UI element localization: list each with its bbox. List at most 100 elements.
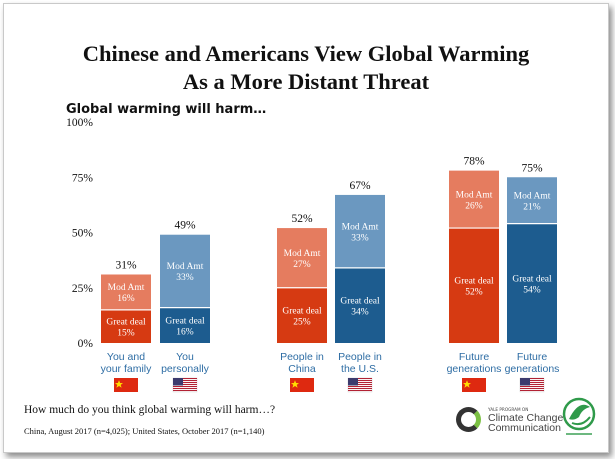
great-deal-label: Great deal [106,317,146,327]
bar-mod-amt [449,170,499,229]
title-line-1: Chinese and Americans View Global Warmin… [82,41,530,66]
y-tick-label: 25% [72,283,94,295]
y-tick-label: 100% [66,117,93,129]
us-flag-stripe [173,388,197,390]
category-label-line-1: Future [459,351,490,363]
category-label-line-1: People in [338,351,382,363]
bar-total-label: 52% [291,213,313,225]
yale-logo-text: Climate Change Communication [488,412,564,434]
mod-amt-label: Mod Amt [456,190,493,200]
china-flag-icon [462,378,486,392]
bar-great-deal [449,228,499,343]
us-flag-stripe [348,380,372,382]
bar-great-deal [101,309,151,343]
category-label-line-1: You and [107,351,145,363]
bar-mod-amt [160,234,210,308]
bar-total-label: 31% [115,259,137,271]
us-flag-stripe [173,378,197,380]
yale-logo-small-text: YALE PROGRAM ON [488,407,529,412]
yale-climate-logo: YALE PROGRAM ON Climate Change Communica… [456,405,563,437]
bar-great-deal [160,307,210,343]
bar-great-deal [507,223,557,343]
yale-logo-line-2: Communication [488,422,561,434]
great-deal-label: Great deal [165,316,205,326]
yale-ring-icon [456,407,481,432]
us-flag-stripe [173,384,197,386]
us-flag-stripe [348,390,372,392]
category-label-line-2: generations [505,363,560,375]
bar-total-label: 78% [463,156,485,168]
category-label-line-2: China [288,363,316,375]
category-label-line-2: your family [101,363,153,375]
category-label-line-2: personally [161,363,210,375]
us-flag-stripe [348,378,372,380]
bar-total-label: 49% [174,220,196,232]
mod-amt-value: 26% [465,201,483,211]
category-label-line-2: the U.S. [341,363,379,375]
mod-amt-value: 16% [117,294,135,304]
bar-total-label: 75% [521,162,543,174]
category-label-line-1: You [176,351,194,363]
great-deal-value: 15% [117,328,135,338]
y-tick-label: 75% [72,172,94,184]
bar-mod-amt [277,228,327,288]
category-label-line-1: People in [280,351,324,363]
mod-amt-value: 33% [351,233,369,243]
question-footnote: How much do you think global warming wil… [24,404,276,416]
bar-mod-amt [507,177,557,224]
china-flag-star [115,380,123,388]
bar-total-label: 67% [349,180,371,192]
us-flag-stripe [520,384,544,386]
yale-logo-line-1: Climate Change [488,412,564,424]
us-flag-stripe [348,384,372,386]
great-deal-value: 34% [351,307,369,317]
great-deal-value: 54% [523,285,541,295]
y-tick-label: 50% [72,228,94,240]
great-deal-value: 52% [465,288,483,298]
us-flag-stripe [520,382,544,384]
mod-amt-label: Mod Amt [514,191,551,201]
us-flag-stripe [173,380,197,382]
source-note: China, August 2017 (n=4,025); United Sta… [24,426,265,436]
us-flag-canton [348,378,358,386]
mod-amt-label: Mod Amt [108,283,145,293]
us-flag-stripe [348,388,372,390]
category-label-line-1: Future [517,351,548,363]
great-deal-value: 25% [293,317,311,327]
category-label-line-2: generations [447,363,502,375]
us-flag-stripe [520,378,544,380]
bar-great-deal [277,287,327,343]
china-flag-star [463,380,471,388]
mod-amt-label: Mod Amt [342,222,379,232]
chart-subtitle: Global warming will harm… [66,102,267,117]
us-flag-stripe [520,386,544,388]
china-flag-icon [114,378,138,392]
mod-amt-value: 21% [523,202,541,212]
china-center-logo-icon [562,397,596,435]
great-deal-label: Great deal [340,296,380,306]
bar-mod-amt [101,274,151,310]
great-deal-value: 16% [176,327,194,337]
bar-great-deal [335,267,385,343]
great-deal-label: Great deal [512,274,552,284]
us-flag-stripe [173,382,197,384]
y-tick-label: 0% [78,338,94,350]
mod-amt-label: Mod Amt [284,249,321,259]
us-flag-stripe [173,390,197,392]
mod-amt-value: 33% [176,273,194,283]
china-flag-icon [290,378,314,392]
title-line-2: As a More Distant Threat [182,69,430,94]
us-flag-stripe [520,390,544,392]
bar-mod-amt [335,194,385,268]
us-flag-canton [173,378,183,386]
us-flag-stripe [520,380,544,382]
us-flag-stripe [348,382,372,384]
chart-title: Chinese and Americans View Global Warmin… [4,40,608,96]
mod-amt-value: 27% [293,260,311,270]
us-flag-canton [520,378,530,386]
china-flag-star [291,380,299,388]
us-flag-stripe [173,386,197,388]
slide: Chinese and Americans View Global Warmin… [3,3,609,453]
mod-amt-label: Mod Amt [167,262,204,272]
us-flag-stripe [520,388,544,390]
